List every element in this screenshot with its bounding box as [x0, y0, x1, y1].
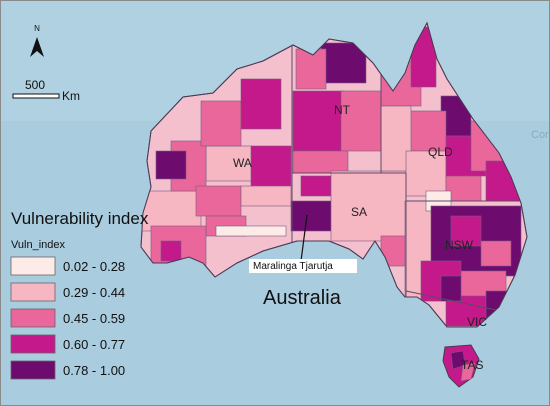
region [141, 190, 202, 232]
label-qld: QLD [428, 145, 453, 159]
region [292, 150, 349, 174]
callout-box [249, 259, 357, 273]
region [445, 175, 482, 202]
region-maralinga [290, 200, 332, 232]
legend-swatch-4 [10, 334, 56, 354]
legend-label-2: 0.29 - 0.44 [63, 285, 125, 300]
region [450, 215, 482, 247]
label-nsw: NSW [445, 238, 474, 252]
legend-swatch-3 [10, 308, 56, 328]
legend-swatch-1 [10, 256, 56, 276]
label-tas: TAS [461, 358, 483, 372]
region [300, 175, 332, 197]
region [240, 185, 292, 207]
north-arrow-icon [30, 37, 44, 57]
legend-swatch-5 [10, 360, 56, 380]
legend-label-3: 0.45 - 0.59 [63, 311, 125, 326]
scale-value: 500 [25, 78, 45, 92]
scale-bar [12, 93, 60, 99]
region [340, 90, 382, 152]
north-label: N [34, 24, 40, 33]
region [440, 275, 462, 302]
legend-label-4: 0.60 - 0.77 [63, 337, 125, 352]
region [320, 42, 367, 84]
legend-label-5: 0.78 - 1.00 [63, 363, 125, 378]
label-country: Australia [263, 287, 342, 309]
legend-label-1: 0.02 - 0.28 [63, 259, 125, 274]
legend-title: Vulnerability index [11, 209, 149, 228]
label-wa: WA [233, 156, 252, 170]
label-nt: NT [334, 103, 351, 117]
legend: Vulnerability index Vuln_index 0.02 - 0.… [10, 209, 149, 380]
legend-field: Vuln_index [11, 239, 66, 251]
label-sa: SA [351, 205, 367, 219]
region [330, 170, 407, 242]
region [215, 225, 287, 237]
label-maralinga: Maralinga Tjarutja [253, 261, 333, 272]
region [195, 185, 242, 217]
label-vic: VIC [467, 315, 487, 329]
region [155, 150, 187, 180]
region [405, 110, 447, 152]
legend-swatch-2 [10, 282, 56, 302]
callout-line [300, 214, 308, 262]
australia-mainland [140, 21, 528, 328]
region [295, 48, 327, 90]
tasmania [442, 344, 480, 388]
region [240, 78, 282, 130]
scale-unit: Km [62, 89, 80, 103]
region [200, 100, 242, 147]
region [250, 145, 292, 187]
basemap-label: Cor [531, 129, 549, 141]
region [292, 90, 344, 152]
region [480, 240, 512, 267]
region [160, 240, 182, 262]
